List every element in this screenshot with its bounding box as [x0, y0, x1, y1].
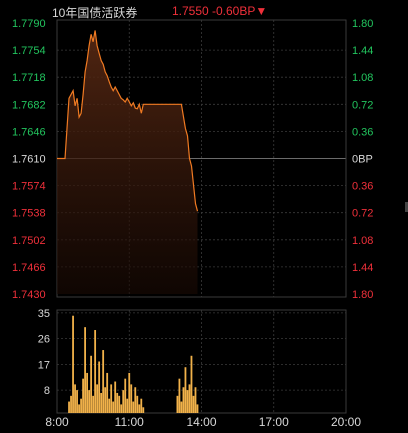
y-left-tick-label: 1.7718 — [12, 72, 46, 84]
y-left-tick-label: 1.7430 — [12, 289, 46, 301]
volume-bar — [138, 404, 141, 413]
volume-bar — [120, 404, 123, 413]
volume-bar — [116, 392, 119, 413]
volume-bar — [188, 384, 191, 413]
y-right-tick-label: 0.36 — [352, 181, 373, 193]
volume-bar — [110, 384, 113, 413]
volume-bar — [78, 404, 80, 413]
y-right-tick-label: 1.44 — [352, 262, 373, 274]
volume-bar — [76, 390, 78, 413]
y-left-tick-label: 1.7466 — [12, 262, 46, 274]
volume-bar — [132, 401, 135, 413]
volume-bar — [122, 390, 125, 413]
volume-bar — [94, 330, 97, 413]
x-tick-label: 20:00 — [331, 415, 361, 429]
volume-bar — [142, 407, 145, 413]
volume-bar — [118, 395, 121, 413]
volume-bar — [134, 387, 137, 413]
volume-bar — [190, 355, 193, 413]
volume-bar — [192, 395, 195, 413]
volume-bar — [182, 387, 185, 413]
volume-bar — [84, 327, 86, 413]
x-tick-label: 14:00 — [186, 415, 216, 429]
price-line — [57, 30, 199, 212]
y-left-tick-label: 1.7646 — [12, 126, 46, 138]
volume-bar — [108, 398, 111, 413]
volume-bar — [106, 372, 109, 413]
y-right-tick-label: 1.80 — [352, 18, 373, 30]
volume-bar — [184, 367, 187, 413]
volume-bar — [128, 372, 131, 413]
y-right-tick-label: 1.44 — [352, 45, 373, 57]
price-area-fill — [57, 30, 198, 294]
volume-bar — [68, 401, 70, 413]
y-right-tick-label: 0BP — [352, 154, 373, 166]
volume-bar — [102, 350, 105, 413]
y-left-tick-label: 1.7610 — [12, 154, 46, 166]
volume-bar — [88, 390, 91, 413]
volume-tick-label: 17 — [38, 359, 50, 371]
y-right-tick-label: 0.72 — [352, 208, 373, 220]
volume-bar — [92, 395, 95, 413]
y-left-tick-label: 1.7574 — [12, 181, 46, 193]
volume-bar — [74, 384, 76, 413]
volume-tick-label: 26 — [38, 334, 50, 346]
volume-bar — [96, 384, 99, 413]
volume-bar — [80, 398, 82, 413]
y-right-tick-label: 1.08 — [352, 235, 373, 247]
volume-bar — [196, 404, 199, 413]
y-right-tick-label: 0.36 — [352, 126, 373, 138]
volume-bar — [126, 398, 129, 413]
volume-bar — [180, 401, 183, 413]
volume-bar — [98, 361, 101, 413]
volume-bar — [112, 401, 115, 413]
y-left-tick-label: 1.7754 — [12, 45, 46, 57]
scrollbar-handle[interactable] — [405, 202, 408, 212]
y-left-tick-label: 1.7682 — [12, 99, 46, 111]
volume-bar — [72, 315, 74, 413]
volume-bar — [114, 381, 117, 413]
volume-bar — [176, 395, 179, 413]
x-tick-label: 17:00 — [259, 415, 289, 429]
volume-bar — [186, 390, 189, 413]
x-tick-label: 8:00 — [45, 415, 69, 429]
volume-bar — [136, 395, 139, 413]
price-change: -0.60BP▼ — [212, 4, 268, 18]
volume-panel-border — [56, 309, 347, 414]
x-tick-label: 11:00 — [115, 415, 144, 429]
y-left-tick-label: 1.7538 — [12, 208, 46, 220]
volume-tick-label: 35 — [38, 308, 50, 320]
y-left-tick-label: 1.7790 — [12, 18, 46, 30]
volume-bar — [70, 395, 72, 413]
volume-bar — [178, 378, 181, 413]
y-right-tick-label: 1.80 — [352, 289, 373, 301]
y-left-tick-label: 1.7502 — [12, 235, 46, 247]
volume-bar — [194, 387, 197, 413]
volume-bar — [140, 398, 143, 413]
volume-bar — [130, 384, 133, 413]
y-right-tick-label: 1.08 — [352, 72, 373, 84]
instrument-title: 10年国债活跃券 — [52, 6, 138, 20]
volume-tick-label: 8 — [44, 385, 50, 397]
volume-bar — [104, 387, 107, 413]
volume-bar — [124, 378, 127, 413]
volume-bar — [90, 355, 93, 413]
y-right-tick-label: 0.72 — [352, 99, 373, 111]
volume-bar — [82, 378, 84, 413]
current-price: 1.7550 — [172, 4, 209, 18]
volume-bar — [100, 392, 103, 413]
volume-bar — [86, 372, 89, 413]
